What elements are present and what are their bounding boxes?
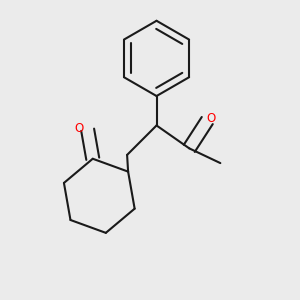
Text: O: O: [207, 112, 216, 125]
Text: O: O: [75, 122, 84, 135]
